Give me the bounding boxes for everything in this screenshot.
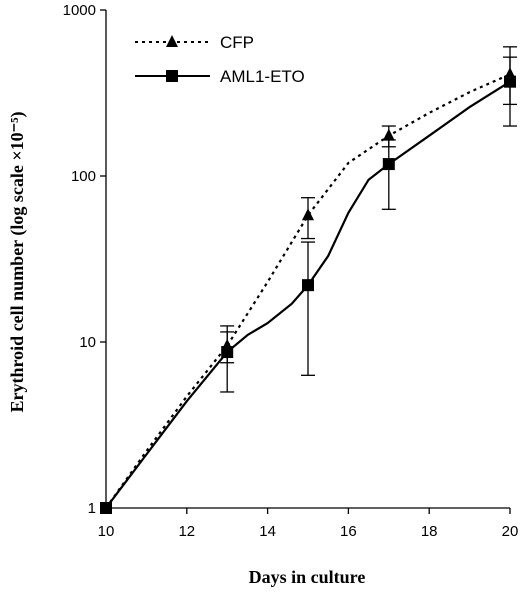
- y-tick-label: 10: [79, 334, 96, 351]
- legend-item-aml1-eto: AML1-ETO: [135, 67, 305, 86]
- legend-label-aml1-eto: AML1-ETO: [220, 67, 305, 86]
- legend-marker-aml1-eto: [166, 70, 178, 82]
- data-point-cfp: [382, 128, 395, 141]
- y-tick-label: 1: [88, 500, 96, 517]
- data-point-aml1-eto: [221, 346, 234, 359]
- x-tick-label: 16: [340, 523, 357, 540]
- legend-label-cfp: CFP: [220, 33, 254, 52]
- legend: CFP AML1-ETO: [135, 33, 305, 86]
- y-tick-label: 100: [71, 168, 96, 185]
- data-point-aml1-eto: [100, 502, 112, 514]
- x-tick-label: 18: [421, 523, 438, 540]
- series-line-cfp: [105, 73, 511, 509]
- data-point-aml1-eto: [382, 158, 395, 171]
- x-tick-label: 12: [178, 523, 195, 540]
- x-tick-label: 10: [98, 523, 115, 540]
- x-axis-title: Days in culture: [249, 567, 366, 587]
- x-tick-label: 14: [259, 523, 276, 540]
- legend-item-cfp: CFP: [135, 33, 254, 52]
- series-aml1-eto: [100, 56, 517, 514]
- data-point-cfp: [302, 208, 314, 221]
- data-point-aml1-eto: [504, 75, 516, 88]
- legend-marker-cfp: [166, 35, 178, 47]
- x-tick-label: 20: [502, 523, 519, 540]
- y-axis-title: Erythroid cell number (log scale ×10⁻⁵): [7, 112, 28, 413]
- y-tick-label: 1000: [63, 2, 96, 19]
- plot-area: [100, 46, 517, 514]
- data-point-aml1-eto: [302, 279, 314, 292]
